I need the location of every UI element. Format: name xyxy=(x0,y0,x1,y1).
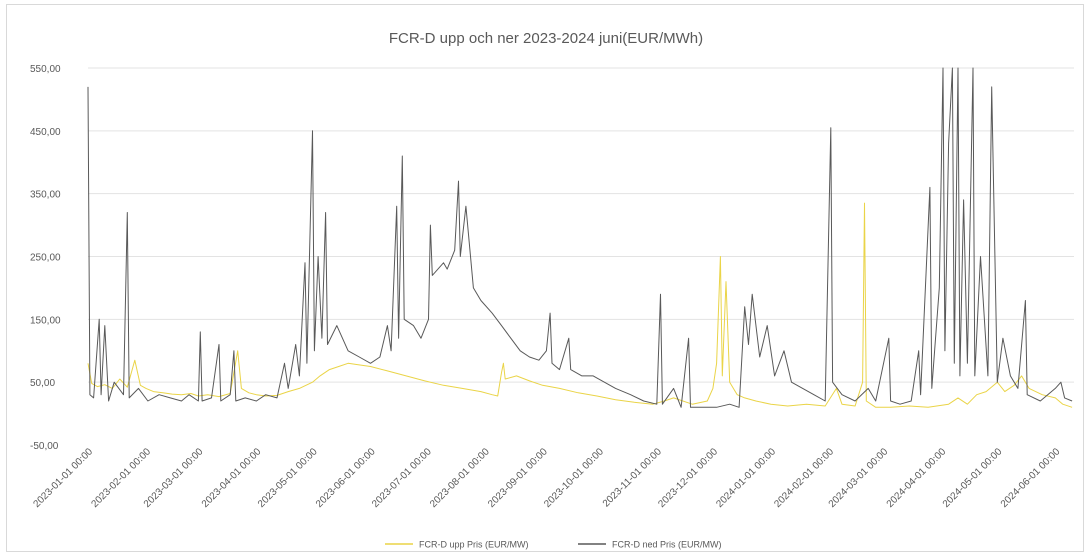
x-tick-label: 2024-04-01 00:00 xyxy=(885,446,949,510)
x-tick-label: 2023-05-01 00:00 xyxy=(256,446,320,510)
x-tick-label: 2024-01-01 00:00 xyxy=(714,446,778,510)
x-tick-label: 2023-08-01 00:00 xyxy=(428,446,492,510)
y-tick-label: 250,00 xyxy=(30,253,61,264)
x-tick-label: 2024-02-01 00:00 xyxy=(772,446,836,510)
x-tick-label: 2023-04-01 00:00 xyxy=(200,446,264,510)
legend-label: FCR-D upp Pris (EUR/MW) xyxy=(419,540,529,550)
series-line-ned xyxy=(87,67,1073,408)
x-tick-label: 2023-07-01 00:00 xyxy=(370,446,434,510)
x-tick-label: 2023-09-01 00:00 xyxy=(486,446,550,510)
series-line-upp xyxy=(87,202,1073,408)
y-tick-label: 150,00 xyxy=(30,315,61,326)
y-tick-label: 450,00 xyxy=(30,127,61,138)
x-tick-label: 2023-12-01 00:00 xyxy=(656,446,720,510)
y-axis: -50,00 50,00 150,00 250,00 350,00 450,00 550,0… xyxy=(30,64,61,452)
y-tick-label: -50,00 xyxy=(30,441,59,452)
x-tick-label: 2024-06-01 00:00 xyxy=(999,446,1063,510)
chart-title: FCR-D upp och ner 2023-2024 juni(EUR/MWh… xyxy=(389,30,703,47)
legend: FCR-D upp Pris (EUR/MW) FCR-D ned Pris (E… xyxy=(385,540,722,550)
gridlines xyxy=(88,67,1074,383)
x-tick-label: 2023-11-01 00:00 xyxy=(601,446,664,509)
y-tick-label: 50,00 xyxy=(30,378,55,389)
x-tick-label: 2023-01-01 00:00 xyxy=(32,446,96,510)
chart-frame xyxy=(6,4,1084,552)
x-tick-label: 2024-05-01 00:00 xyxy=(941,446,1005,510)
y-tick-label: 350,00 xyxy=(30,190,61,201)
x-tick-label: 2023-06-01 00:00 xyxy=(314,446,378,510)
y-tick-label: 550,00 xyxy=(30,64,61,75)
x-tick-label: 2024-03-01 00:00 xyxy=(827,446,891,510)
x-tick-label: 2023-10-01 00:00 xyxy=(542,446,606,510)
legend-label: FCR-D ned Pris (EUR/MW) xyxy=(612,540,722,550)
plot-area xyxy=(87,67,1073,408)
